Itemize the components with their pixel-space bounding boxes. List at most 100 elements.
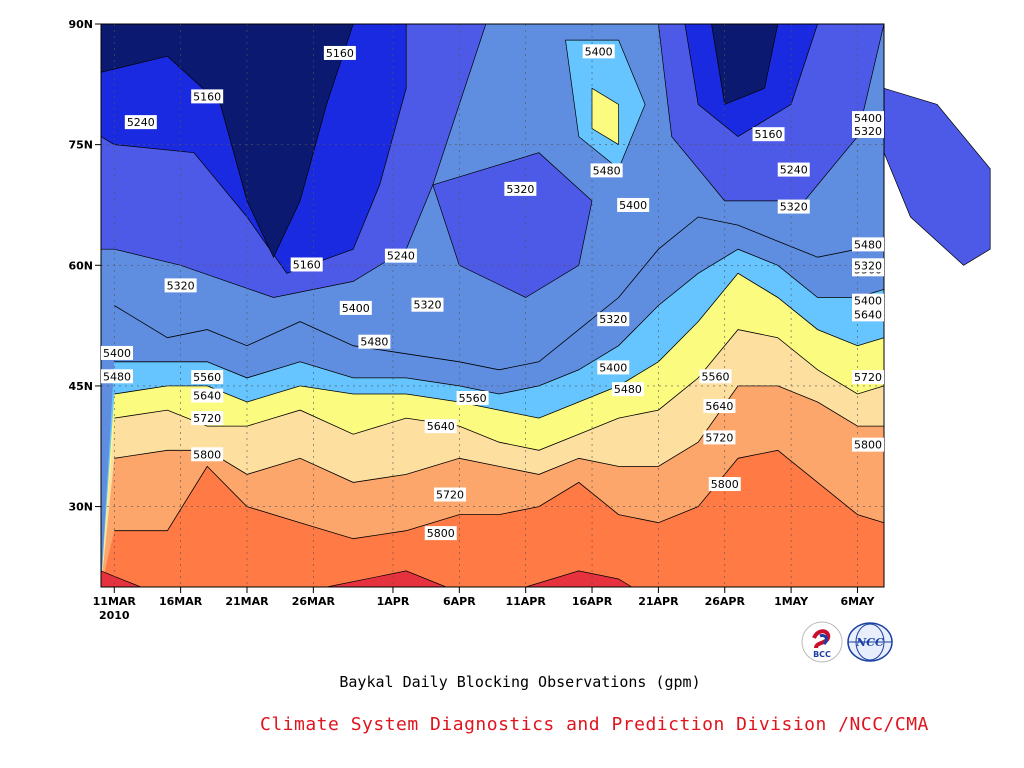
contour-label-text: 5400 bbox=[585, 45, 613, 58]
y-tick-label: 75N bbox=[68, 139, 93, 152]
contour-label: 5160 bbox=[191, 89, 224, 104]
contour-label-text: 5720 bbox=[193, 412, 221, 425]
contour-label: 5400 bbox=[617, 197, 650, 212]
ncc-logo-text: NCC bbox=[855, 636, 884, 649]
contour-label-box bbox=[597, 360, 630, 375]
contour-label: 5800 bbox=[424, 526, 457, 541]
contour-label-box bbox=[597, 312, 630, 327]
contour-label-box bbox=[456, 390, 489, 405]
contour-label: 5320 bbox=[597, 312, 630, 327]
contour-label-box bbox=[191, 89, 224, 104]
contour-label-box bbox=[611, 382, 644, 397]
contour-label-text: 5480 bbox=[593, 164, 621, 177]
x-tick-label: 11APR bbox=[505, 595, 546, 608]
x-year-label: 2010 bbox=[99, 609, 130, 622]
contour-label-text: 5800 bbox=[854, 439, 882, 452]
contour-label-box bbox=[582, 44, 615, 59]
contour-label: 5800 bbox=[191, 447, 224, 462]
contour-label-box bbox=[852, 111, 884, 126]
contour-label-box bbox=[191, 411, 224, 426]
contour-label-text: 5240 bbox=[387, 250, 415, 263]
contour-label: 5640 bbox=[703, 399, 736, 414]
bcc-logo-text: BCC bbox=[813, 650, 831, 659]
contour-label-text: 5480 bbox=[614, 383, 642, 396]
contour-label-text: 5800 bbox=[711, 478, 739, 491]
contour-label-box bbox=[852, 293, 884, 308]
contour-label-box bbox=[124, 115, 157, 130]
contour-label: 5480 bbox=[590, 163, 623, 178]
contour-label-text: 5240 bbox=[127, 116, 155, 129]
x-tick-label: 21MAR bbox=[225, 595, 269, 608]
contour-fills bbox=[100, 23, 991, 588]
contour-label: 5480 bbox=[101, 369, 133, 384]
contour-label-text: 5320 bbox=[506, 183, 534, 196]
contour-label-text: 5720 bbox=[436, 489, 464, 502]
x-tick-label: 6MAY bbox=[840, 595, 875, 608]
contour-label-box bbox=[191, 370, 224, 385]
contour-label-text: 5320 bbox=[854, 125, 882, 138]
contour-label-text: 5400 bbox=[619, 199, 647, 212]
contour-label: 5320 bbox=[777, 199, 810, 214]
contour-label-box bbox=[852, 123, 884, 138]
contour-label: 5480 bbox=[358, 334, 391, 349]
contour-label-text: 5400 bbox=[599, 361, 627, 374]
contour-label: 5480 bbox=[611, 382, 644, 397]
x-tick-label: 11MAR bbox=[93, 595, 137, 608]
contour-label: 5560 bbox=[456, 390, 489, 405]
bcc-logo: BCC bbox=[801, 621, 843, 663]
contour-label-box bbox=[617, 197, 650, 212]
contour-label-box bbox=[852, 258, 884, 273]
contour-label: 5480 bbox=[852, 237, 884, 252]
contour-label: 5560 bbox=[699, 369, 732, 384]
contour-label: 5400 bbox=[582, 44, 615, 59]
contour-label-box bbox=[852, 437, 884, 452]
contour-label: 5560 bbox=[191, 370, 224, 385]
contour-label: 5720 bbox=[434, 487, 467, 502]
contour-label-box bbox=[703, 430, 736, 445]
y-tick-label: 45N bbox=[68, 380, 93, 393]
contour-label-text: 5640 bbox=[705, 400, 733, 413]
chart-caption: Baykal Daily Blocking Observations (gpm) bbox=[339, 673, 701, 691]
contour-label-box bbox=[852, 307, 884, 322]
contour-label: 5320 bbox=[852, 258, 884, 273]
contour-label-text: 5800 bbox=[193, 448, 221, 461]
x-axis: 11MAR 16MAR 21MAR 26MAR 1APR 6APR 11APR 16APR 21… bbox=[93, 587, 876, 622]
x-tick-label: 6APR bbox=[443, 595, 476, 608]
contour-label: 5800 bbox=[852, 437, 884, 452]
contour-label-box bbox=[323, 45, 356, 60]
contour-label-box bbox=[434, 487, 467, 502]
contour-label: 5240 bbox=[777, 162, 810, 177]
contour-label-text: 5720 bbox=[854, 371, 882, 384]
contour-label-text: 5320 bbox=[167, 279, 195, 292]
contour-label-text: 5160 bbox=[293, 258, 321, 271]
contour-label-text: 5400 bbox=[854, 112, 882, 125]
contour-label-box bbox=[358, 334, 391, 349]
contour-label-text: 5560 bbox=[193, 371, 221, 384]
contour-label-text: 5400 bbox=[103, 347, 131, 360]
contour-plot: 30N 45N 60N 75N 90N 11MAR 16MAR 21MAR 26MAR 1APR… bbox=[68, 18, 991, 622]
contour-label-box bbox=[703, 399, 736, 414]
contour-label-box bbox=[590, 163, 623, 178]
y-tick-label: 60N bbox=[68, 259, 93, 272]
x-tick-label: 1MAY bbox=[774, 595, 809, 608]
contour-label-text: 5320 bbox=[854, 259, 882, 272]
contour-label-text: 5480 bbox=[103, 370, 131, 383]
contour-label-box bbox=[290, 257, 323, 272]
ncc-logo: NCC bbox=[847, 622, 893, 662]
contour-label-text: 5160 bbox=[326, 47, 354, 60]
credit-line: Climate System Diagnostics and Predictio… bbox=[260, 714, 929, 735]
contour-label: 5320 bbox=[852, 123, 884, 138]
contour-label-box bbox=[164, 278, 197, 293]
fill-band-5800 bbox=[101, 450, 884, 587]
contour-label-box bbox=[191, 447, 224, 462]
contour-label: 5720 bbox=[852, 370, 884, 385]
contour-label-box bbox=[504, 181, 537, 196]
contour-label-text: 5320 bbox=[599, 313, 627, 326]
contour-label-box bbox=[101, 345, 133, 360]
contour-label-text: 5320 bbox=[413, 299, 441, 312]
contour-line-5480 bbox=[114, 248, 885, 395]
contour-label-text: 5320 bbox=[780, 201, 808, 214]
contour-label: 5800 bbox=[708, 477, 741, 492]
contour-label-box bbox=[852, 237, 884, 252]
